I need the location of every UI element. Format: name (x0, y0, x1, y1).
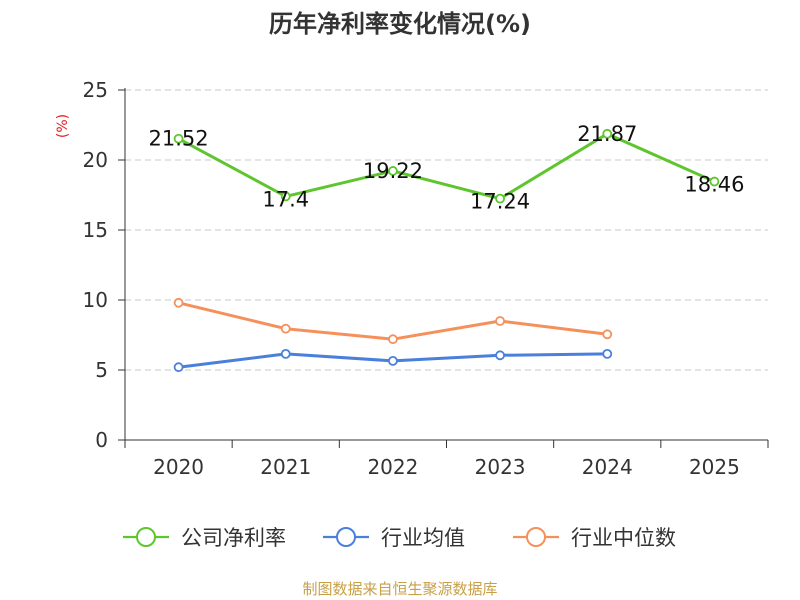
series-line-2 (178, 301, 608, 341)
legend-label: 行业中位数 (571, 526, 676, 550)
data-label: 17.24 (470, 190, 530, 214)
data-point[interactable] (280, 191, 291, 202)
x-tick-label: 2022 (367, 455, 418, 479)
data-point[interactable] (388, 334, 398, 345)
data-label: 17.4 (262, 187, 309, 211)
data-labels: 21.52 17.4 19.22 17.24 21.87 18.46 (149, 122, 745, 214)
data-point[interactable] (602, 128, 613, 139)
x-tick-label: 2021 (260, 455, 311, 479)
data-label: 21.52 (149, 127, 209, 151)
data-label: 18.46 (684, 173, 744, 197)
y-tick-label: 5 (95, 358, 108, 382)
legend-swatch-marker (136, 527, 156, 547)
data-point[interactable] (388, 355, 398, 366)
series (173, 128, 720, 373)
y-tick-label: 0 (95, 428, 108, 452)
data-point[interactable] (602, 329, 613, 340)
data-point[interactable] (495, 350, 505, 361)
legend-item-2[interactable]: 行业中位数 (513, 526, 676, 550)
legend-item-1[interactable]: 行业均值 (323, 526, 465, 550)
legend-swatch-marker (336, 527, 356, 547)
source-note: 制图数据来自恒生聚源数据库 (302, 580, 497, 598)
grid (125, 89, 768, 371)
legend-swatch-marker (526, 527, 546, 547)
data-point[interactable] (280, 323, 291, 334)
data-label: 21.87 (577, 122, 637, 146)
y-axis-unit: (%) (55, 114, 71, 138)
data-label: 19.22 (363, 159, 423, 183)
y-tick-label: 20 (83, 148, 108, 172)
data-point[interactable] (173, 362, 184, 373)
legend-label: 行业均值 (381, 526, 465, 550)
legend-item-0[interactable]: 公司净利率 (123, 526, 286, 550)
data-point[interactable] (495, 316, 505, 326)
data-point[interactable] (709, 176, 720, 187)
x-tick-label: 2023 (475, 455, 526, 479)
x-tick-label: 2020 (153, 455, 204, 479)
legend[interactable]: 公司净利率 行业均值 行业中位数 (123, 526, 676, 550)
x-tick-label: 2025 (689, 455, 740, 479)
data-point[interactable] (602, 348, 613, 359)
series-line-0 (177, 132, 716, 201)
y-tick-label: 10 (83, 288, 108, 312)
y-tick-label: 15 (83, 218, 108, 242)
chart-title: 历年净利率变化情况(%) (269, 10, 531, 38)
x-tick-label: 2024 (582, 455, 633, 479)
data-point[interactable] (495, 193, 505, 204)
legend-label: 公司净利率 (181, 526, 286, 550)
y-tick-label: 25 (83, 78, 108, 102)
data-point[interactable] (280, 348, 291, 359)
data-point[interactable] (173, 297, 184, 308)
data-point[interactable] (173, 133, 184, 144)
data-point[interactable] (388, 166, 398, 176)
